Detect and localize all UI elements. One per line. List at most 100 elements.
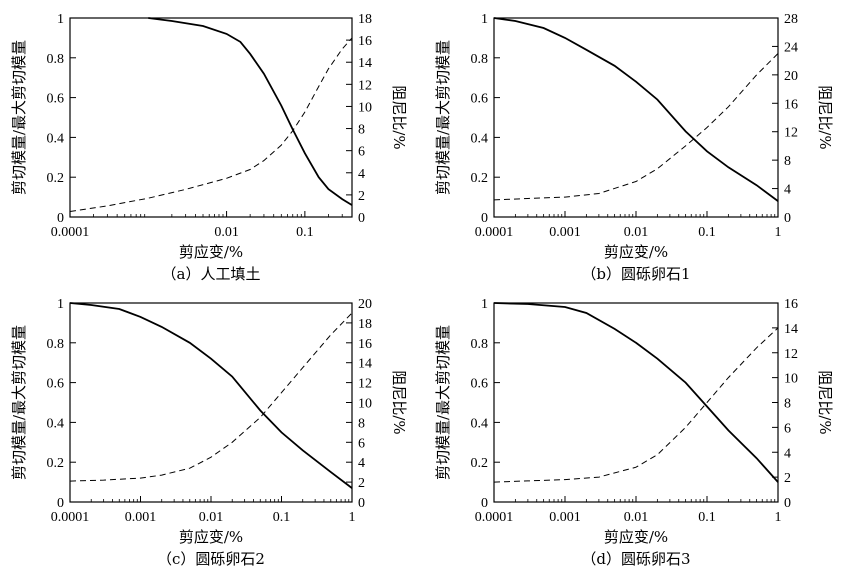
- y-right-axis-label: 阻尼比/%: [816, 85, 834, 149]
- y-right-axis-label: 阻尼比/%: [816, 370, 834, 434]
- damping-ratio-curve: [69, 312, 353, 482]
- x-tick-label: 0.0001: [51, 225, 90, 240]
- panel-caption: （a）人工填土: [162, 265, 261, 283]
- y-left-axis-label: 剪切模量/最大剪切模量: [10, 40, 28, 195]
- x-tick-label: 0.01: [214, 225, 239, 240]
- y-right-tick-label: 8: [784, 154, 791, 169]
- y-right-tick-label: 24: [784, 40, 798, 55]
- y-right-tick-label: 20: [358, 297, 372, 312]
- y-right-tick-label: 2: [358, 476, 365, 491]
- panel-caption: （d）圆砾卵石3: [581, 550, 690, 568]
- y-right-tick-label: 12: [784, 126, 798, 141]
- plot-frame: [493, 17, 779, 218]
- y-left-tick-label: 0: [57, 496, 64, 511]
- y-left-axis-label: 剪切模量/最大剪切模量: [434, 325, 452, 480]
- y-right-tick-label: 6: [784, 421, 791, 436]
- y-right-tick-label: 2: [784, 471, 791, 486]
- y-left-axis-label: 剪切模量/最大剪切模量: [434, 40, 452, 195]
- x-axis-label: 剪应变/%: [179, 243, 243, 261]
- x-axis-label: 剪应变/%: [604, 528, 668, 546]
- y-right-tick-label: 8: [358, 416, 365, 431]
- y-left-tick-label: 0.6: [47, 377, 65, 392]
- y-right-tick-label: 4: [784, 183, 791, 198]
- y-left-tick-label: 0.4: [47, 131, 65, 146]
- x-tick-label: 0.001: [125, 510, 157, 525]
- panel-a: 0.0001 0.01 0.100.20.40.60.810246810121416…: [10, 12, 408, 283]
- y-left-tick-label: 0: [481, 211, 488, 226]
- y-right-tick-label: 10: [784, 372, 798, 387]
- y-left-tick-label: 0: [481, 496, 488, 511]
- y-left-tick-label: 0.8: [471, 337, 489, 352]
- modulus-ratio-curve: [148, 17, 353, 206]
- y-right-tick-label: 16: [784, 97, 798, 112]
- x-axis-label: 剪应变/%: [604, 243, 668, 261]
- y-left-tick-label: 0.8: [47, 52, 65, 67]
- y-left-tick-label: 1: [481, 12, 488, 27]
- damping-ratio-curve: [69, 37, 353, 212]
- y-right-tick-label: 12: [784, 347, 798, 362]
- x-tick-label: 0.1: [296, 225, 314, 240]
- y-right-tick-label: 18: [358, 12, 372, 27]
- y-right-tick-label: 8: [358, 123, 365, 138]
- y-right-tick-label: 10: [358, 100, 372, 115]
- y-right-tick-label: 16: [358, 337, 372, 352]
- y-left-tick-label: 1: [57, 297, 64, 312]
- panel-c: 0.0001 0.001 0.01 0.1 100.20.40.60.810246810…: [10, 297, 408, 568]
- y-right-tick-label: 2: [358, 189, 365, 204]
- modulus-ratio-curve: [69, 302, 353, 489]
- y-right-tick-label: 10: [358, 397, 372, 412]
- plot-frame: [69, 17, 353, 218]
- x-tick-label: 0.01: [624, 510, 649, 525]
- x-axis-label: 剪应变/%: [179, 528, 243, 546]
- x-tick-label: 0.1: [698, 225, 716, 240]
- y-right-tick-label: 0: [784, 211, 791, 226]
- x-tick-label: 0.0001: [51, 510, 90, 525]
- y-right-tick-label: 20: [784, 69, 798, 84]
- plot-frame: [69, 302, 353, 503]
- y-left-tick-label: 0.6: [47, 92, 65, 107]
- y-right-tick-label: 0: [358, 211, 365, 226]
- y-right-tick-label: 4: [358, 456, 365, 471]
- panel-caption: （c）圆砾卵石2: [157, 550, 265, 568]
- y-left-tick-label: 0.6: [471, 377, 489, 392]
- x-tick-label: 1: [349, 510, 356, 525]
- y-left-tick-label: 0.2: [471, 171, 489, 186]
- y-right-tick-label: 0: [358, 496, 365, 511]
- y-right-tick-label: 12: [358, 78, 372, 93]
- panel-caption: （b）圆砾卵石1: [581, 265, 690, 283]
- y-right-tick-label: 14: [784, 322, 798, 337]
- x-tick-label: 0.01: [624, 225, 649, 240]
- y-left-tick-label: 0.4: [471, 131, 489, 146]
- y-left-tick-label: 0.2: [47, 171, 65, 186]
- y-right-tick-label: 0: [784, 496, 791, 511]
- y-left-tick-label: 0.8: [471, 52, 489, 67]
- y-right-tick-label: 18: [358, 317, 372, 332]
- y-left-axis-label: 剪切模量/最大剪切模量: [10, 325, 28, 480]
- y-left-tick-label: 1: [481, 297, 488, 312]
- x-tick-label: 0.1: [273, 510, 291, 525]
- y-right-axis-label: 阻尼比/%: [390, 85, 408, 149]
- y-right-tick-label: 8: [784, 397, 791, 412]
- modulus-ratio-curve: [493, 17, 779, 202]
- plot-frame: [493, 302, 779, 503]
- x-tick-label: 1: [775, 510, 782, 525]
- y-right-tick-label: 16: [358, 34, 372, 49]
- y-right-tick-label: 6: [358, 145, 365, 160]
- y-right-axis-label: 阻尼比/%: [390, 370, 408, 434]
- panel-b: 0.0001 0.001 0.01 0.1 100.20.40.60.810481216…: [434, 12, 834, 283]
- y-right-tick-label: 16: [784, 297, 798, 312]
- y-right-tick-label: 4: [784, 446, 791, 461]
- y-left-tick-label: 0.2: [471, 456, 489, 471]
- modulus-ratio-curve: [493, 302, 779, 483]
- damping-ratio-curve: [493, 53, 779, 201]
- y-left-tick-label: 0.8: [47, 337, 65, 352]
- y-left-tick-label: 0.4: [47, 416, 65, 431]
- x-tick-label: 0.0001: [475, 225, 514, 240]
- x-tick-label: 0.0001: [475, 510, 514, 525]
- x-tick-label: 0.1: [698, 510, 716, 525]
- y-right-tick-label: 14: [358, 56, 372, 71]
- panel-d: 0.0001 0.001 0.01 0.1 100.20.40.60.810246810…: [434, 297, 834, 568]
- damping-ratio-curve: [493, 327, 779, 483]
- y-right-tick-label: 12: [358, 377, 372, 392]
